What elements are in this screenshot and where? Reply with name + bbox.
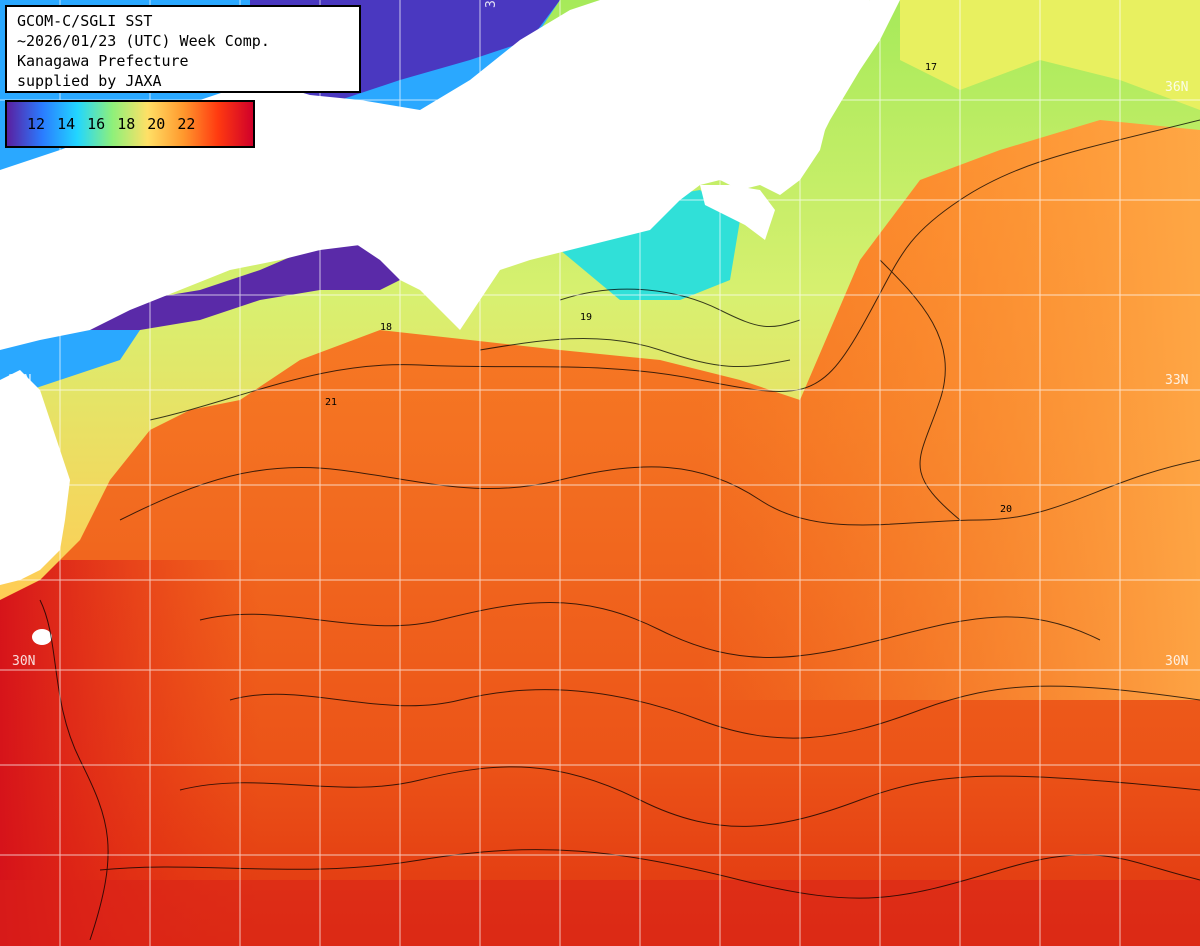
ne-yellow (900, 0, 1200, 110)
contour-label-21: 21 (325, 397, 337, 408)
contour-label-17: 17 (925, 62, 937, 73)
lat-label-33n-left: 33N (8, 373, 32, 388)
temperature-legend: 12 14 16 18 20 22 (5, 100, 255, 148)
island-small (32, 629, 52, 645)
land-boso (800, 0, 900, 180)
legend-tick-16: 16 (87, 115, 106, 133)
ocean-south-hot (0, 880, 1200, 946)
title-credit: supplied by JAXA (17, 72, 162, 90)
lat-label-33n-right: 33N (1165, 373, 1189, 388)
contour-label-18: 18 (380, 322, 392, 333)
title-product: GCOM-C/SGLI SST (17, 12, 153, 30)
seto-purple (80, 230, 430, 330)
legend-tick-18: 18 (117, 115, 136, 133)
contour-value-labels: 17 18 19 20 21 (325, 62, 1012, 515)
title-box: GCOM-C/SGLI SST ~2026/01/23 (UTC) Week C… (5, 5, 361, 93)
legend-tick-22: 22 (177, 115, 196, 133)
contour-label-20: 20 (1000, 504, 1012, 515)
legend-tick-20: 20 (147, 115, 166, 133)
title-region: Kanagawa Prefecture (17, 52, 189, 70)
legend-tick-12: 12 (27, 115, 46, 133)
land-kyushu (0, 370, 70, 585)
contour-label-19: 19 (580, 312, 592, 323)
land-izu-peninsula (700, 185, 775, 240)
title-date: ~2026/01/23 (UTC) Week Comp. (17, 32, 270, 50)
lat-label-30n-right: 30N (1165, 654, 1189, 669)
bay-cyan (560, 190, 740, 300)
land-shikoku (80, 215, 380, 310)
legend-tick-14: 14 (57, 115, 76, 133)
lat-label-36n-right: 36N (1165, 80, 1189, 95)
lat-label-36n: 36N (484, 0, 499, 8)
lat-label-30n-left: 30N (12, 654, 36, 669)
contour-lines (39, 119, 1200, 941)
